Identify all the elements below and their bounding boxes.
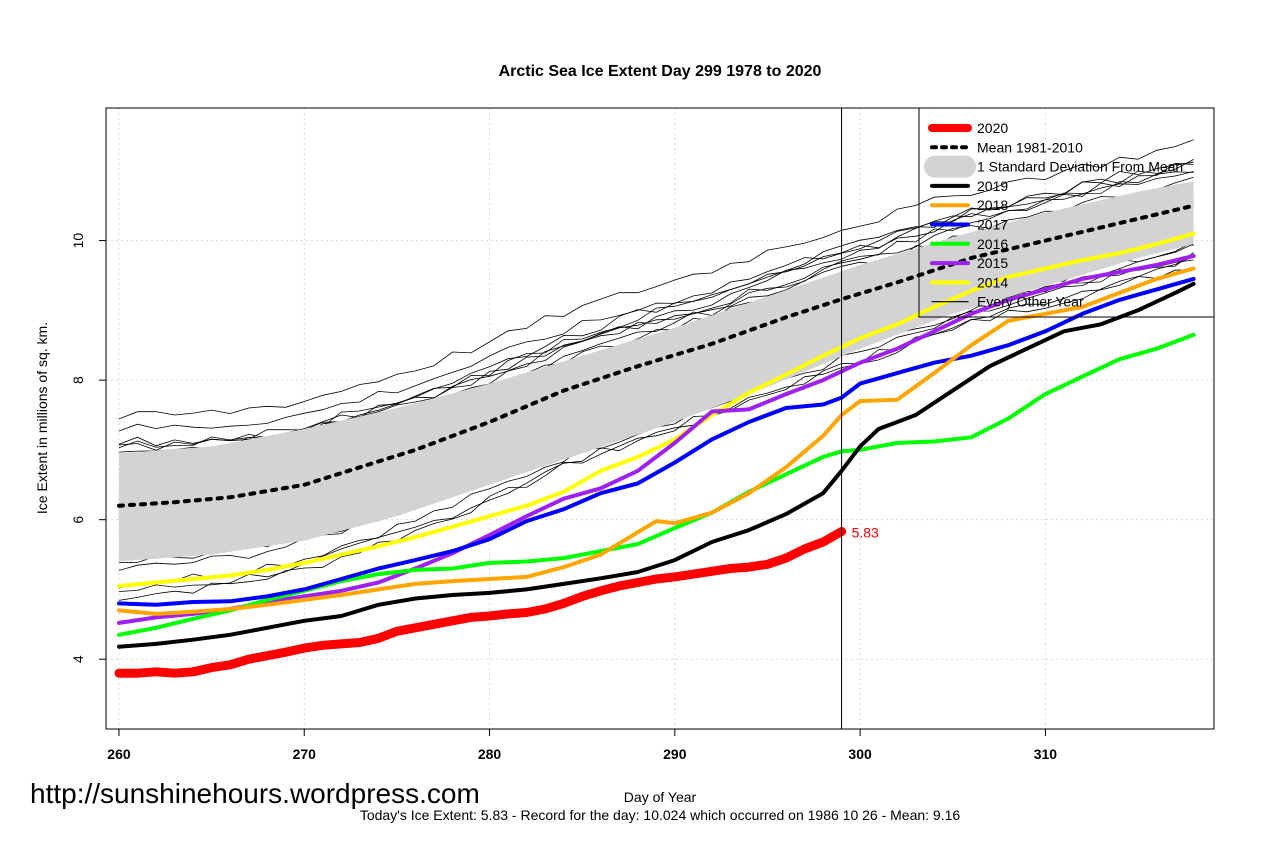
x-axis: 260 270 280 290 300 310 bbox=[107, 728, 1058, 762]
legend-label: 2016 bbox=[977, 236, 1008, 252]
series-layer bbox=[114, 203, 1196, 678]
background-year-line bbox=[118, 139, 1194, 420]
legend-label: 2017 bbox=[977, 217, 1008, 233]
legend-label: 2014 bbox=[977, 274, 1008, 290]
legend-entry-2014: 2014 bbox=[930, 274, 1008, 290]
x-tick-label: 300 bbox=[848, 746, 872, 762]
x-tick-label: 260 bbox=[107, 746, 131, 762]
legend-label: 2018 bbox=[977, 197, 1008, 213]
legend-label: 2019 bbox=[977, 178, 1008, 194]
watermark: http://sunshinehours.wordpress.com bbox=[30, 778, 480, 809]
series-line-2017 bbox=[117, 276, 1196, 607]
legend-label: 2020 bbox=[977, 120, 1008, 136]
x-axis-label: Day of Year bbox=[624, 789, 697, 805]
y-tick-label: 8 bbox=[70, 376, 86, 384]
legend-entry-2017: 2017 bbox=[930, 217, 1008, 233]
background-year-line bbox=[118, 171, 1194, 432]
series-line-2015 bbox=[117, 253, 1196, 625]
legend-entry-2019: 2019 bbox=[930, 178, 1008, 194]
legend-entry-2015: 2015 bbox=[930, 255, 1008, 271]
series-line-2014 bbox=[117, 231, 1196, 588]
series-line-2018 bbox=[117, 266, 1196, 616]
background-year-line bbox=[118, 256, 1194, 601]
y-tick-label: 10 bbox=[70, 233, 86, 249]
legend-entry-every-other-year: Every Other Year bbox=[931, 294, 1084, 310]
x-tick-label: 310 bbox=[1034, 746, 1058, 762]
legend-box bbox=[918, 107, 1215, 318]
legend: 2020 Mean 1981-2010 1 Standard Deviation F… bbox=[918, 107, 1215, 318]
legend-entry-mean-1981-2010: Mean 1981-2010 bbox=[930, 139, 1083, 155]
legend-entry-2016: 2016 bbox=[930, 236, 1008, 252]
background-year-line bbox=[118, 269, 1194, 592]
legend-swatch bbox=[924, 155, 976, 178]
series-line-2019 bbox=[117, 281, 1196, 649]
series-line-mean-1981-2010 bbox=[117, 203, 1196, 508]
legend-label: 2015 bbox=[977, 255, 1008, 271]
legend-label: Every Other Year bbox=[977, 294, 1084, 310]
x-tick-label: 290 bbox=[663, 746, 687, 762]
footer-summary: Today's Ice Extent: 5.83 - Record for th… bbox=[360, 807, 961, 823]
chart-title: Arctic Sea Ice Extent Day 299 1978 to 20… bbox=[499, 63, 822, 80]
x-tick-label: 280 bbox=[478, 746, 502, 762]
y-tick-label: 6 bbox=[70, 516, 86, 524]
legend-entry-1-standard-deviation-from-mean: 1 Standard Deviation From Mean bbox=[924, 155, 1183, 178]
y-tick-label: 4 bbox=[70, 655, 86, 663]
legend-entry-2018: 2018 bbox=[930, 197, 1008, 213]
legend-label: Mean 1981-2010 bbox=[977, 139, 1083, 155]
legend-label: 1 Standard Deviation From Mean bbox=[977, 159, 1183, 175]
y-axis-label: Ice Extent in millions of sq. km. bbox=[34, 322, 50, 514]
std-deviation-band bbox=[119, 181, 1194, 562]
legend-entry-2020: 2020 bbox=[928, 120, 1008, 136]
series-line-2020 bbox=[114, 527, 847, 678]
x-tick-label: 270 bbox=[293, 746, 317, 762]
current-value-label: 5.83 bbox=[852, 525, 879, 541]
y-axis: 4 6 8 10 bbox=[70, 233, 106, 663]
